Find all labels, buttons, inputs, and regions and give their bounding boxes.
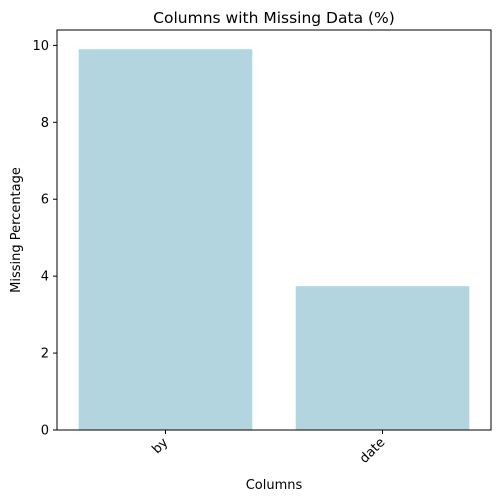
chart-title: Columns with Missing Data (%) xyxy=(153,9,395,27)
bar-by xyxy=(78,49,253,430)
y-axis: 0 2 4 6 8 10 xyxy=(32,39,57,439)
y-tick-label: 6 xyxy=(41,193,49,208)
y-tick-label: 0 xyxy=(41,424,49,439)
y-tick-label: 10 xyxy=(32,39,49,54)
bar-date xyxy=(295,286,470,430)
y-tick-label: 8 xyxy=(41,116,49,131)
plot-area-frame xyxy=(56,29,492,431)
bars xyxy=(78,49,470,430)
x-axis-title: Columns xyxy=(246,478,303,493)
y-tick-label: 4 xyxy=(41,270,49,285)
y-axis-title: Missing Percentage xyxy=(9,167,24,293)
y-tick-label: 2 xyxy=(41,347,49,362)
